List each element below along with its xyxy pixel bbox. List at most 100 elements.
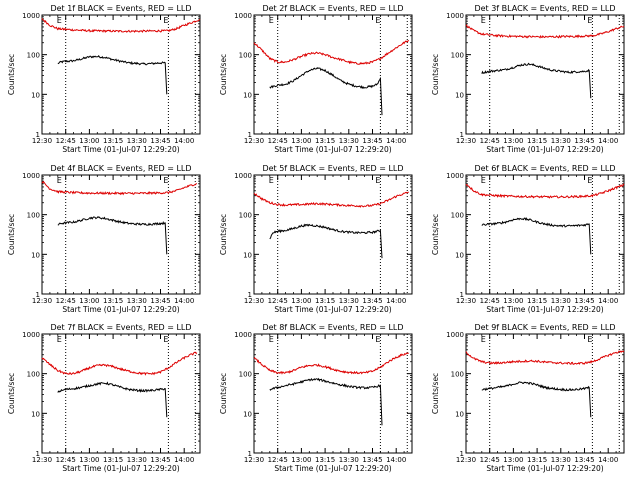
y-tick-label: 100 (239, 212, 252, 220)
x-tick-label: 12:45 (480, 297, 500, 305)
marker-e-label: E (587, 335, 592, 344)
marker-e-label: E (163, 16, 168, 25)
x-tick-label: 12:30 (244, 297, 264, 305)
x-tick-label: 13:00 (79, 297, 99, 305)
series-black-events (269, 67, 383, 116)
x-tick-label: 12:45 (56, 137, 76, 145)
x-tick-label: 12:30 (456, 297, 476, 305)
x-tick-label: 13:15 (103, 456, 123, 464)
x-tick-label: 13:00 (291, 297, 311, 305)
x-tick-label: 12:30 (32, 297, 52, 305)
y-tick-label: 100 (239, 52, 252, 60)
x-axis-label: Start Time (01-Jul-07 12:29:20) (486, 145, 603, 154)
subplot-det-1: Det 1f BLACK = Events, RED = LLD E E 1 10 100… (7, 4, 201, 154)
y-tick-label: 1000 (446, 331, 464, 339)
x-tick-label: 14:00 (598, 297, 618, 305)
x-axis-label: Start Time (01-Jul-07 12:29:20) (274, 305, 391, 314)
x-tick-label: 14:00 (174, 297, 194, 305)
y-tick-label: 100 (451, 371, 464, 379)
x-tick-label: 12:45 (480, 456, 500, 464)
plot-frame (41, 14, 201, 135)
marker-e-label: E (57, 176, 62, 185)
series-black-events (57, 215, 168, 255)
y-tick-label: 1 (460, 131, 464, 139)
marker-e-label: E (481, 335, 486, 344)
y-axis-label: Counts/sec (7, 54, 16, 95)
y-axis-label: Counts/sec (431, 214, 440, 255)
series-red-lld (41, 180, 197, 196)
x-tick-label: 13:00 (503, 297, 523, 305)
y-axis-label: Counts/sec (431, 373, 440, 414)
y-tick-label: 100 (27, 52, 40, 60)
subplot-det-4: Det 4f BLACK = Events, RED = LLD E E 1 10 100… (7, 164, 201, 314)
x-axis-label: Start Time (01-Jul-07 12:29:20) (486, 464, 603, 473)
y-tick-label: 1 (248, 291, 252, 299)
subplot-det-8: Det 8f BLACK = Events, RED = LLD E E 1 10 100… (219, 323, 413, 473)
x-tick-label: 12:30 (244, 137, 264, 145)
y-axis-label: Counts/sec (431, 54, 440, 95)
y-tick-label: 10 (243, 91, 252, 99)
x-tick-label: 13:45 (150, 137, 170, 145)
plot-frame (465, 333, 625, 454)
x-tick-label: 13:45 (362, 456, 382, 464)
x-tick-label: 13:45 (362, 297, 382, 305)
x-tick-label: 13:30 (339, 456, 359, 464)
x-tick-label: 13:30 (339, 297, 359, 305)
y-tick-label: 1 (460, 450, 464, 458)
marker-e-label: E (163, 176, 168, 185)
x-tick-label: 13:45 (150, 297, 170, 305)
x-tick-label: 12:45 (56, 297, 76, 305)
subplot-title: Det 3f BLACK = Events, RED = LLD (474, 4, 615, 13)
series-black-events (57, 54, 168, 95)
x-tick-label: 14:00 (598, 456, 618, 464)
x-tick-label: 12:30 (456, 456, 476, 464)
x-tick-label: 13:30 (551, 456, 571, 464)
x-tick-label: 13:00 (79, 456, 99, 464)
y-tick-label: 1 (36, 450, 40, 458)
subplot-title: Det 4f BLACK = Events, RED = LLD (50, 164, 191, 173)
y-axis-label: Counts/sec (219, 373, 228, 414)
x-tick-label: 13:15 (103, 137, 123, 145)
y-tick-label: 1000 (234, 331, 252, 339)
x-tick-label: 13:45 (574, 456, 594, 464)
x-tick-label: 13:15 (103, 297, 123, 305)
x-tick-label: 14:00 (598, 137, 618, 145)
y-tick-label: 100 (27, 371, 40, 379)
x-axis-label: Start Time (01-Jul-07 12:29:20) (274, 145, 391, 154)
marker-e-label: E (57, 335, 62, 344)
y-tick-label: 10 (31, 91, 40, 99)
series-black-events (481, 62, 592, 99)
x-tick-label: 13:00 (503, 456, 523, 464)
y-tick-label: 10 (31, 410, 40, 418)
x-tick-label: 12:30 (456, 137, 476, 145)
y-tick-label: 1 (36, 131, 40, 139)
y-tick-label: 10 (31, 251, 40, 259)
marker-e-label: E (481, 176, 486, 185)
subplot-det-6: Det 6f BLACK = Events, RED = LLD E E 1 10 100… (431, 164, 625, 314)
series-red-lld (465, 183, 625, 199)
y-tick-label: 100 (239, 371, 252, 379)
x-tick-label: 13:30 (551, 137, 571, 145)
x-axis-label: Start Time (01-Jul-07 12:29:20) (62, 145, 179, 154)
series-red-lld (253, 352, 409, 375)
y-tick-label: 100 (451, 212, 464, 220)
y-axis-label: Counts/sec (7, 373, 16, 414)
x-tick-label: 13:15 (315, 297, 335, 305)
series-red-lld (41, 17, 201, 33)
marker-e-label: E (163, 335, 168, 344)
x-tick-label: 13:00 (79, 137, 99, 145)
x-tick-label: 13:00 (291, 137, 311, 145)
series-red-lld (465, 24, 625, 39)
x-tick-label: 13:45 (574, 297, 594, 305)
x-tick-label: 13:00 (291, 456, 311, 464)
x-tick-label: 13:30 (127, 297, 147, 305)
subplot-title: Det 5f BLACK = Events, RED = LLD (262, 164, 403, 173)
subplot-det-5: Det 5f BLACK = Events, RED = LLD E E 1 10 100… (219, 164, 413, 314)
marker-e-label: E (587, 176, 592, 185)
y-tick-label: 100 (27, 212, 40, 220)
x-tick-label: 12:45 (56, 456, 76, 464)
subplot-title: Det 2f BLACK = Events, RED = LLD (262, 4, 403, 13)
plot-frame (41, 333, 201, 454)
x-tick-label: 13:15 (527, 456, 547, 464)
series-red-lld (253, 191, 409, 208)
